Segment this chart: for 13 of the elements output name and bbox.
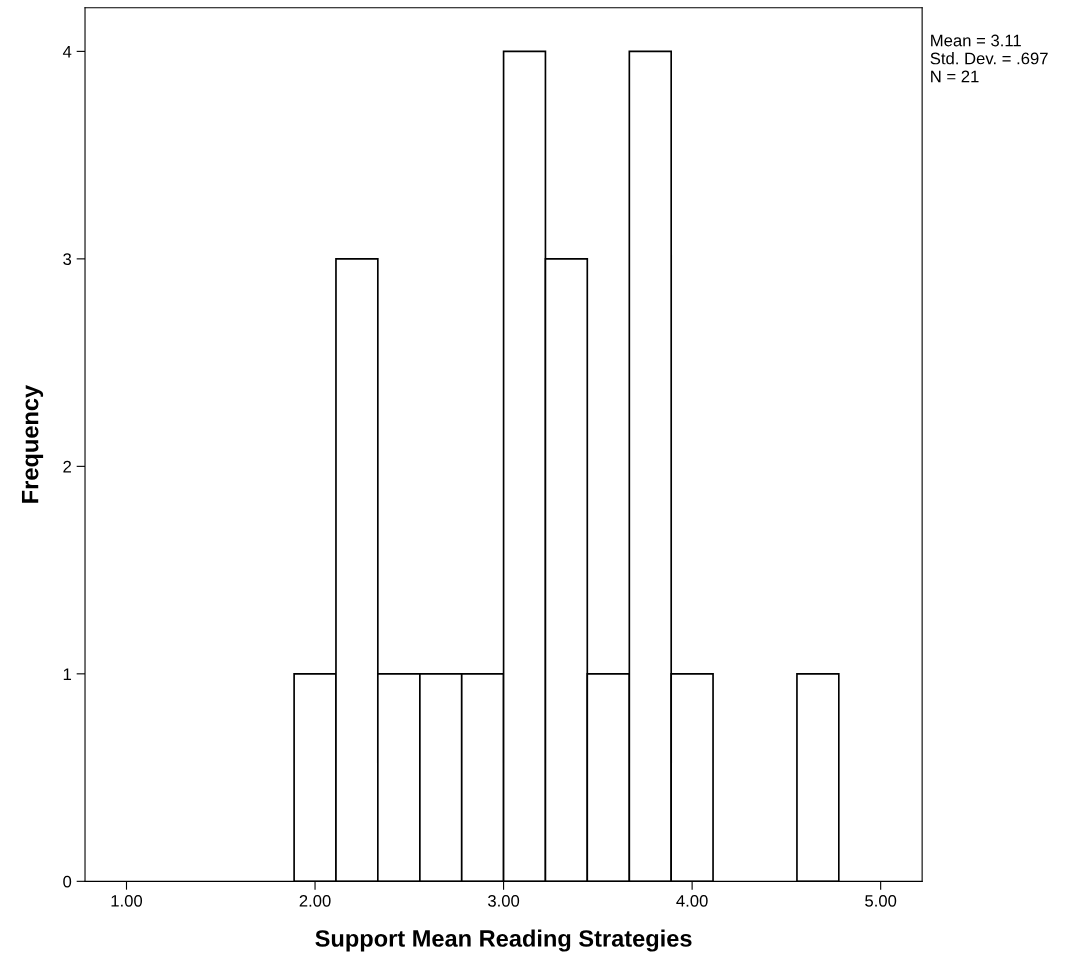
y-tick-label: 3 xyxy=(63,253,72,266)
x-tick-label: 5.00 xyxy=(865,894,897,907)
x-tick-label: 1.00 xyxy=(111,894,143,907)
x-tick-label: 4.00 xyxy=(676,894,708,907)
y-tick-label: 2 xyxy=(63,460,71,473)
text: Mean = 3.11 Std. Dev. = .697 N = 21 xyxy=(930,34,1048,83)
y-axis-title: Frequency xyxy=(21,384,44,503)
y-tick-label: 4 xyxy=(62,45,72,58)
x-tick-label: 3.00 xyxy=(488,894,520,907)
y-tick-label: 0 xyxy=(63,875,72,888)
x-tick-label: 2.00 xyxy=(299,894,331,907)
y-tick-label: 1 xyxy=(63,668,72,680)
x-axis-title: Support Mean Reading Strategies xyxy=(315,929,692,952)
